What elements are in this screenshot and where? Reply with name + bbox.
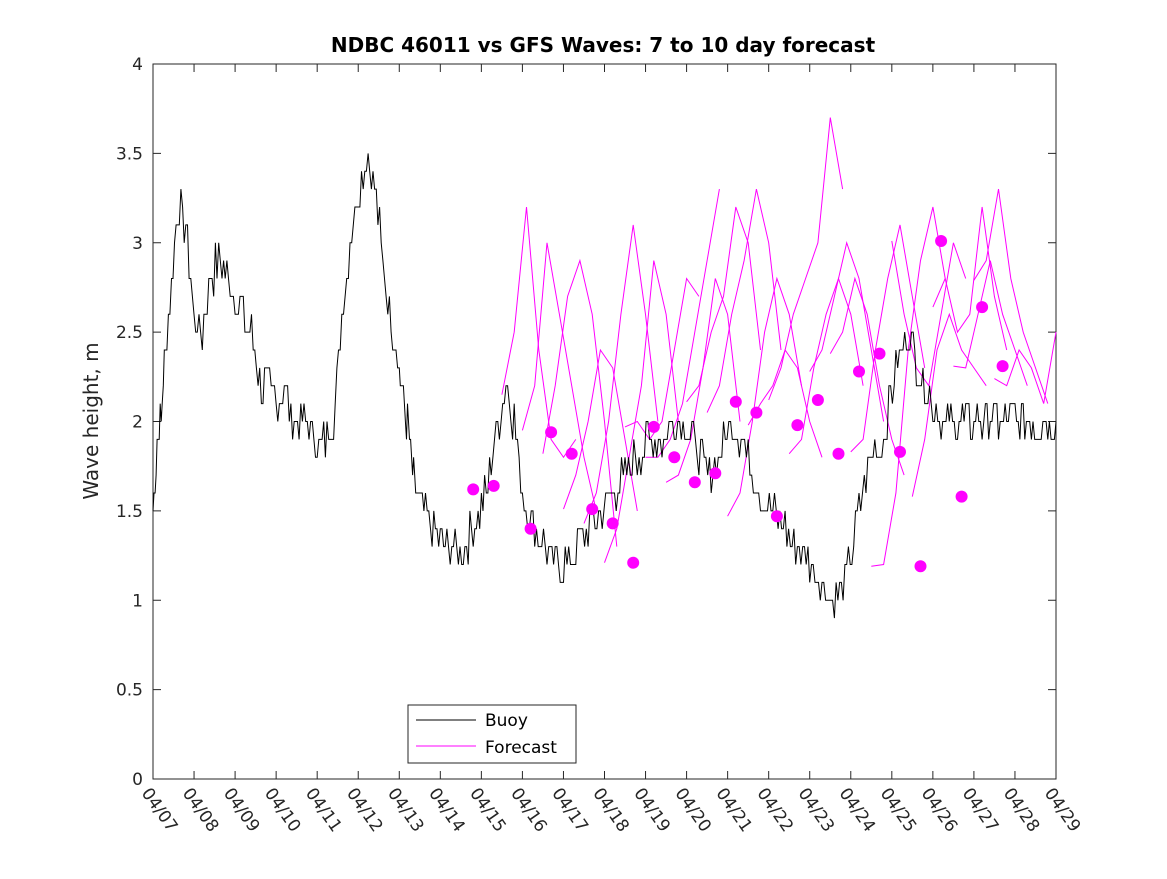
x-tick-label: 04/25: [876, 784, 920, 836]
forecast-run-line: [583, 224, 659, 524]
forecast-marker: [524, 522, 537, 535]
forecast-marker: [873, 347, 886, 360]
x-tick-label: 04/12: [342, 784, 386, 836]
y-axis: 0 0.5 1 1.5 2 2.5 3 3.5 4: [116, 55, 1056, 790]
forecast-run-line: [542, 258, 618, 547]
forecast-marker: [467, 483, 480, 496]
x-tick-label: 04/21: [712, 784, 756, 836]
forecast-marker: [487, 479, 500, 492]
x-tick-label: 04/14: [424, 784, 468, 836]
y-tick-label: 3.5: [116, 144, 143, 164]
forecast-marker: [791, 419, 804, 432]
x-tick-label: 04/19: [629, 784, 673, 836]
x-tick-label: 04/20: [670, 784, 714, 836]
y-tick-label: 0: [132, 770, 143, 790]
forecast-marker: [545, 426, 558, 439]
forecast-run-line: [809, 240, 885, 422]
forecast-run-line: [686, 206, 761, 403]
forecast-run-line: [932, 206, 1008, 351]
forecast-marker: [709, 467, 722, 480]
forecast-run-line: [521, 242, 597, 512]
forecast-run-line: [727, 276, 802, 517]
y-tick-label: 4: [132, 55, 143, 75]
x-tick-label: 04/18: [588, 784, 632, 836]
forecast-marker: [668, 451, 681, 464]
y-tick-label: 1: [132, 591, 143, 611]
forecast-run-line: [768, 117, 844, 401]
forecast-marker: [647, 420, 660, 433]
forecast-run-line: [850, 224, 926, 453]
x-tick-label: 04/09: [219, 784, 263, 836]
series-layer: [152, 117, 1057, 619]
y-tick-label: 1.5: [116, 502, 143, 522]
forecast-marker: [935, 235, 948, 247]
x-tick-label: 04/29: [1040, 784, 1084, 836]
x-tick-label: 04/24: [835, 784, 879, 836]
x-tick-label: 04/22: [753, 784, 797, 836]
buoy-line: [152, 153, 1057, 619]
forecast-run-line: [891, 240, 967, 387]
x-tick-label: 04/26: [917, 784, 961, 836]
forecast-marker: [894, 445, 906, 458]
y-tick-label: 2.5: [116, 323, 143, 343]
forecast-marker: [914, 560, 927, 573]
x-tick-label: 04/13: [383, 784, 427, 836]
x-tick-label: 04/28: [999, 784, 1043, 836]
forecast-marker: [996, 360, 1009, 373]
x-tick-label: 04/07: [137, 784, 181, 836]
forecast-marker: [750, 406, 763, 419]
y-tick-label: 0.5: [116, 681, 143, 701]
forecast-marker: [853, 365, 865, 378]
forecast-run-line: [953, 260, 1028, 386]
forecast-run-line: [624, 277, 700, 441]
forecast-run-line: [973, 189, 1049, 404]
y-tick-label: 2: [132, 413, 143, 433]
y-axis-label: Wave height, m: [79, 342, 103, 499]
legend: Buoy Forecast: [407, 704, 577, 764]
forecast-marker: [627, 556, 640, 569]
x-tick-label: 04/16: [506, 784, 550, 836]
forecast-run-line: [604, 260, 679, 563]
x-tick-label: 04/15: [465, 784, 509, 836]
forecast-marker: [606, 517, 619, 530]
forecast-run-line: [829, 276, 905, 476]
legend-label-buoy: Buoy: [485, 711, 528, 731]
x-tick-label: 04/17: [547, 784, 591, 836]
forecast-run-line: [911, 312, 987, 497]
legend-box: [407, 704, 577, 764]
forecast-marker: [688, 476, 701, 489]
forecast-marker: [811, 394, 824, 406]
forecast-run-line: [994, 332, 1057, 404]
x-tick-label: 04/11: [301, 784, 345, 836]
x-tick-label: 04/10: [260, 784, 304, 836]
chart-title: NDBC 46011 vs GFS Waves: 7 to 10 day for…: [331, 33, 876, 57]
forecast-run-line: [645, 189, 720, 458]
x-tick-label: 04/27: [958, 784, 1002, 836]
forecast-marker: [955, 490, 968, 503]
forecast-run-line: [706, 188, 782, 413]
x-tick-label: 04/23: [794, 784, 838, 836]
forecast-marker: [976, 301, 989, 314]
forecast-marker: [565, 447, 578, 460]
forecast-marker: [770, 510, 783, 523]
forecast-marker: [586, 503, 599, 516]
legend-label-forecast: Forecast: [485, 738, 557, 758]
forecast-marker: [729, 395, 742, 408]
y-tick-label: 3: [132, 234, 143, 254]
forecast-marker: [832, 447, 845, 460]
forecast-run-line: [501, 206, 577, 459]
forecast-run-line: [788, 276, 864, 455]
forecast-run-line: [563, 348, 638, 511]
x-tick-label: 04/08: [178, 784, 222, 836]
